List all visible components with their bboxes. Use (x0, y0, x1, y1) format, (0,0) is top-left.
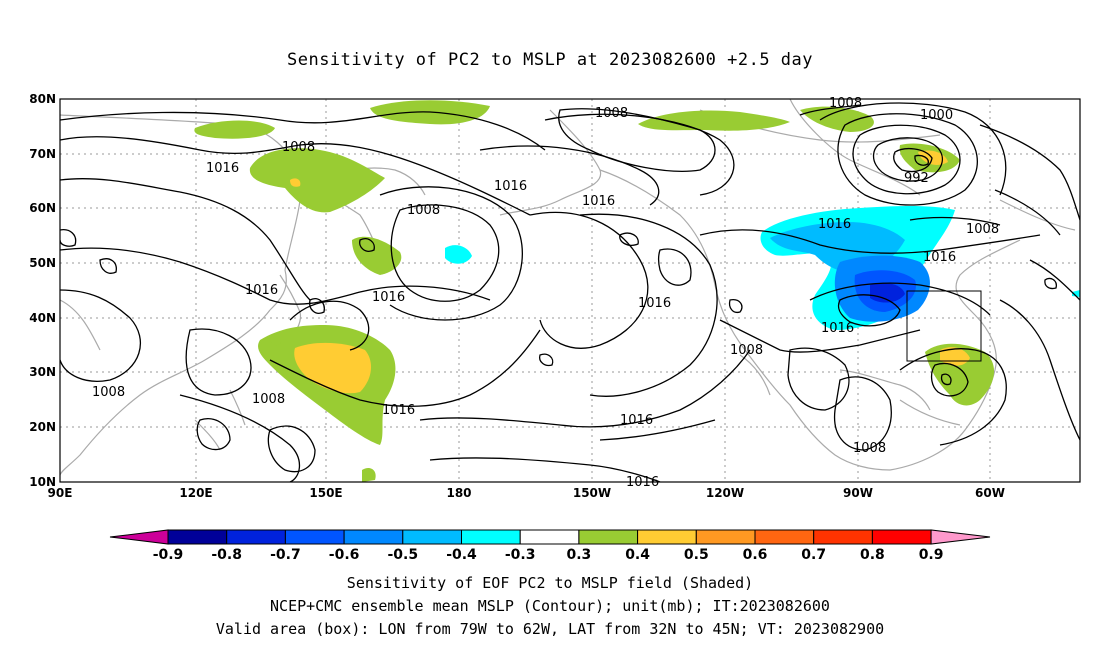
contour-label: 1008 (282, 140, 315, 155)
colorbar-label: 0.4 (625, 547, 650, 563)
lon-tick-label: 150W (573, 486, 611, 500)
map-figure: 1008 1008 1016 1016 1008 1016 1016 1016 … (29, 92, 1081, 563)
lat-tick-label: 60N (29, 201, 56, 215)
lon-tick-label: 60W (975, 486, 1005, 500)
map-title: Sensitivity of PC2 to MSLP at 2023082600… (286, 50, 813, 70)
colorbar-right-arrow (930, 529, 991, 545)
colorbar-label: 0.7 (801, 547, 826, 563)
valid-area-box (906, 290, 982, 362)
contour-label: 1008 (407, 203, 440, 218)
contour-label: 992 (904, 171, 929, 186)
contour-label: 1000 (920, 108, 953, 123)
lat-tick-label: 80N (29, 92, 56, 106)
colorbar-label: -0.6 (329, 547, 360, 563)
colorbar-swatch (343, 529, 404, 545)
colorbar-label: -0.9 (153, 547, 184, 563)
colorbar-label: 0.8 (860, 547, 885, 563)
map-frame (59, 98, 1081, 483)
contour-label: 1016 (372, 290, 405, 305)
colorbar-swatch (637, 529, 697, 545)
lon-tick-label: 90E (48, 486, 73, 500)
lat-tick-label: 50N (29, 256, 56, 270)
colorbar: -0.9 -0.8 -0.7 -0.6 -0.5 -0.4 -0.3 0.3 0.4 0.5 0.6… (109, 529, 991, 563)
colorbar-label: 0.5 (684, 547, 709, 563)
colorbar-swatch (519, 529, 580, 545)
contour-label: 1008 (966, 222, 999, 237)
contour-label: 1016 (620, 413, 653, 428)
contour-label: 1016 (582, 194, 615, 209)
lat-axis: 80N 70N 60N 50N 40N 30N 20N 10N (29, 92, 56, 489)
lon-tick-label: 150E (309, 486, 342, 500)
colorbar-label: 0.9 (919, 547, 944, 563)
lat-tick-label: 10N (29, 475, 56, 489)
caption-contour: NCEP+CMC ensemble mean MSLP (Contour); u… (270, 597, 830, 615)
colorbar-swatch (871, 529, 932, 545)
lon-tick-label: 180 (446, 486, 471, 500)
contour-label: 1016 (923, 250, 956, 265)
mslp-contours (60, 102, 1080, 482)
colorbar-swatch (754, 529, 815, 545)
colorbar-swatch (461, 529, 521, 545)
colorbar-label: 0.3 (566, 547, 591, 563)
colorbar-label: -0.4 (446, 547, 477, 563)
contour-label: 1008 (829, 96, 862, 111)
sensitivity-shading (194, 100, 1080, 482)
lon-tick-label: 90W (843, 486, 873, 500)
lon-axis: 90E 120E 150E 180 150W 120W 90W 60W (48, 486, 1005, 500)
colorbar-swatch (226, 529, 286, 545)
colorbar-swatch (284, 529, 345, 545)
lon-tick-label: 120E (179, 486, 212, 500)
colorbar-label: -0.5 (387, 547, 418, 563)
colorbar-label: -0.3 (505, 547, 536, 563)
colorbar-swatch (578, 529, 639, 545)
colorbar-label: 0.6 (743, 547, 768, 563)
caption-valid-area: Valid area (box): LON from 79W to 62W, L… (215, 620, 885, 638)
lat-tick-label: 40N (29, 311, 56, 325)
contour-label: 1016 (382, 403, 415, 418)
lat-tick-label: 70N (29, 147, 56, 161)
contour-label: 1016 (638, 296, 671, 311)
lat-tick-label: 30N (29, 365, 56, 379)
contour-label: 1016 (206, 161, 239, 176)
colorbar-swatch (695, 529, 756, 545)
contour-label: 1016 (818, 217, 851, 232)
contour-label: 1016 (821, 321, 854, 336)
caption-shaded: Sensitivity of EOF PC2 to MSLP field (Sh… (346, 574, 754, 592)
contour-label: 1008 (853, 441, 886, 456)
contour-label: 1008 (92, 385, 125, 400)
lon-tick-label: 120W (706, 486, 744, 500)
contour-label: 1016 (494, 179, 527, 194)
contour-label: 1016 (245, 283, 278, 298)
contour-labels: 1008 1008 1016 1016 1008 1016 1016 1016 … (92, 96, 999, 490)
colorbar-swatch (167, 529, 228, 545)
contour-label: 1008 (252, 392, 285, 407)
lat-tick-label: 20N (29, 420, 56, 434)
colorbar-label: -0.7 (270, 547, 301, 563)
contour-label: 1008 (730, 343, 763, 358)
contour-label: 1008 (595, 106, 628, 121)
colorbar-swatch (402, 529, 462, 545)
colorbar-label: -0.8 (211, 547, 242, 563)
colorbar-swatch (813, 529, 873, 545)
colorbar-left-arrow (109, 529, 169, 545)
